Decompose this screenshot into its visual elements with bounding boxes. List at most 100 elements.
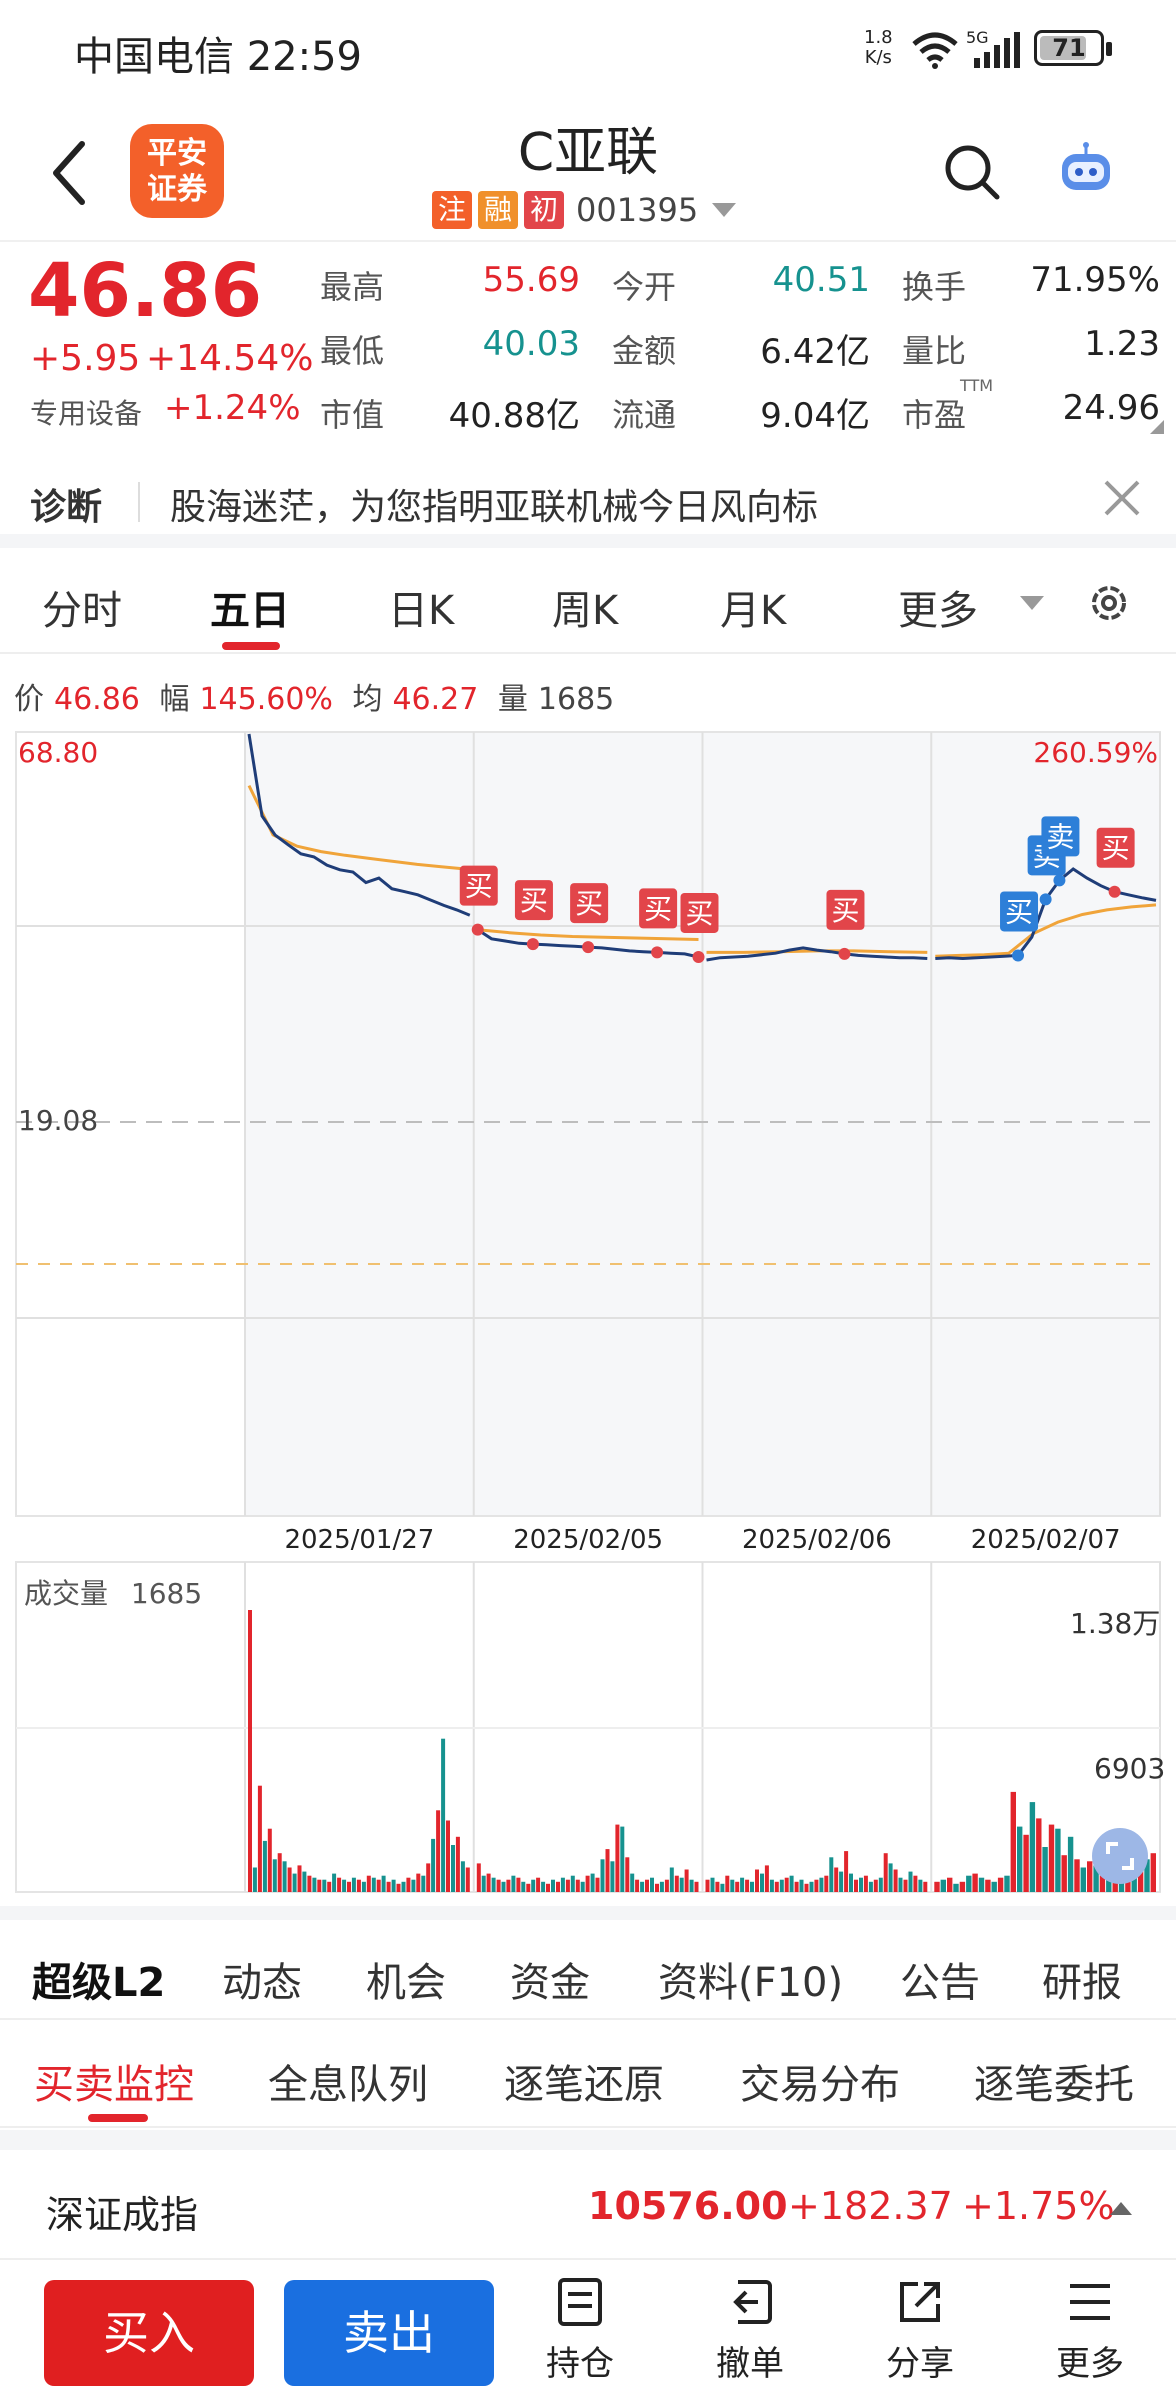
tab-tick-orders[interactable]: 逐笔委托	[974, 2062, 1134, 2108]
volume-bar	[1029, 1802, 1036, 1892]
quote-label-float-cap: 流通	[612, 396, 677, 434]
x-axis-date-label: 2025/02/06	[742, 1525, 892, 1550]
volume-bar	[720, 1883, 725, 1892]
robot-icon[interactable]	[1056, 140, 1116, 200]
more-button[interactable]: 更多	[1030, 2276, 1150, 2396]
volume-bar	[735, 1881, 740, 1892]
quote-pe-sup: TTM	[960, 376, 994, 395]
sector-name[interactable]: 专用设备	[30, 397, 143, 430]
tab-research[interactable]: 研报	[1042, 1960, 1122, 2006]
tab-news[interactable]: 动态	[222, 1960, 302, 2006]
stock-title: C亚联	[517, 123, 659, 183]
chevron-down-icon	[1020, 596, 1044, 610]
price-change: +5.95	[30, 338, 141, 379]
tab-trade-distribution[interactable]: 交易分布	[740, 2062, 900, 2108]
volume-bar	[381, 1875, 386, 1892]
buy-button[interactable]: 买入	[44, 2280, 254, 2386]
tab-intraday[interactable]: 分时	[42, 588, 122, 634]
sell-button[interactable]: 卖出	[284, 2280, 494, 2386]
tab-tick-replay[interactable]: 逐笔还原	[504, 2062, 664, 2108]
index-value: 10576.00	[588, 2184, 788, 2228]
volume-bar	[972, 1873, 978, 1892]
tab-super-l2[interactable]: 超级L2	[32, 1960, 166, 2006]
carrier-time: 中国电信 22:59	[74, 34, 362, 80]
trade-marker-label: 买	[1102, 832, 1130, 865]
volume-bar	[829, 1857, 834, 1892]
info-range-label: 幅	[159, 682, 190, 717]
volume-bar	[267, 1828, 272, 1892]
divider	[138, 482, 140, 522]
volume-bar	[590, 1873, 595, 1892]
chevron-up-icon[interactable]	[1110, 2202, 1132, 2215]
positions-button[interactable]: 持仓	[520, 2276, 640, 2396]
volume-bar	[1074, 1859, 1080, 1892]
search-icon[interactable]	[942, 142, 1002, 202]
volume-mid-label: 6903	[1094, 1752, 1166, 1785]
volume-bar	[476, 1863, 481, 1892]
volume-bar	[551, 1879, 555, 1892]
volume-bar	[481, 1875, 486, 1892]
x-axis-date-label: 2025/01/27	[284, 1525, 434, 1550]
tab-capital[interactable]: 资金	[510, 1960, 590, 2006]
price-chart[interactable]: 买买买买买买买卖卖买 68.80260.59%19.082025/01/2720…	[0, 720, 1176, 1550]
diagnostic-title: 诊断	[30, 487, 103, 528]
close-icon[interactable]	[1102, 478, 1142, 518]
trade-marker-dot	[526, 938, 539, 951]
volume-bar	[342, 1879, 347, 1892]
volume-bar	[565, 1879, 570, 1892]
tab-opportunity[interactable]: 机会	[366, 1960, 446, 2006]
x-axis-date-label: 2025/02/05	[513, 1525, 663, 1550]
signal-icon	[974, 32, 1020, 68]
volume-bar	[1004, 1875, 1010, 1892]
settings-icon[interactable]	[1086, 580, 1132, 626]
tab-monthly-k[interactable]: 月K	[720, 588, 787, 634]
volume-bar	[421, 1875, 426, 1892]
index-change-percent: +1.75%	[962, 2184, 1115, 2228]
tab-trade-monitor[interactable]: 买卖监控	[34, 2062, 194, 2108]
volume-bar	[1048, 1824, 1055, 1892]
stock-tags[interactable]: 注 融 初 001395	[432, 190, 737, 230]
tab-five-day[interactable]: 五日	[210, 588, 290, 634]
back-icon[interactable]	[44, 138, 94, 208]
volume-bar	[715, 1881, 720, 1892]
volume-bar	[1042, 1847, 1048, 1892]
volume-bar	[465, 1867, 470, 1892]
tab-daily-k[interactable]: 日K	[388, 588, 455, 634]
volume-bar	[997, 1877, 1004, 1892]
tab-full-queue[interactable]: 全息队列	[268, 2062, 428, 2108]
quote-value-pe: 24.96	[1062, 388, 1160, 428]
volume-bar	[684, 1869, 689, 1892]
tab-more[interactable]: 更多	[898, 588, 978, 634]
volume-bar	[332, 1873, 337, 1892]
volume-bar	[985, 1879, 991, 1892]
tab-announcements[interactable]: 公告	[900, 1960, 980, 2006]
volume-bar	[883, 1853, 888, 1892]
tab-weekly-k[interactable]: 周K	[552, 588, 619, 634]
volume-bar	[282, 1861, 287, 1892]
quote-value-float-cap: 9.04亿	[760, 396, 870, 436]
volume-bar	[689, 1879, 694, 1892]
volume-bar	[391, 1879, 396, 1892]
share-button[interactable]: 分享	[860, 2276, 980, 2396]
volume-bar	[1137, 1861, 1144, 1892]
info-price-label: 价	[14, 682, 44, 717]
cancel-order-button[interactable]: 撤单	[690, 2276, 810, 2396]
volume-bar	[893, 1869, 898, 1892]
diagnostic-banner[interactable]: 诊断 股海迷茫，为您指明亚联机械今日风向标	[0, 458, 1176, 538]
volume-bar	[764, 1865, 769, 1892]
volume-bar	[506, 1879, 511, 1892]
positions-icon	[558, 2278, 602, 2326]
sub-tabs: 买卖监控 全息队列 逐笔还原 交易分布 逐笔委托	[0, 2022, 1176, 2128]
trade-marker-label: 买	[520, 884, 548, 917]
expand-corner-icon[interactable]	[1150, 420, 1164, 434]
tab-active-indicator	[222, 642, 280, 650]
volume-bar	[1093, 1865, 1099, 1892]
volume-bar	[898, 1877, 903, 1892]
volume-bar	[292, 1873, 297, 1892]
index-bar[interactable]: 深证成指 10576.00 +182.37 +1.75%	[0, 2150, 1176, 2260]
volume-chart[interactable]	[0, 1560, 1176, 1900]
volume-bar	[674, 1875, 679, 1892]
volume-bar	[312, 1877, 317, 1892]
tab-f10[interactable]: 资料(F10)	[658, 1960, 844, 2006]
expand-icon[interactable]	[1092, 1828, 1148, 1884]
